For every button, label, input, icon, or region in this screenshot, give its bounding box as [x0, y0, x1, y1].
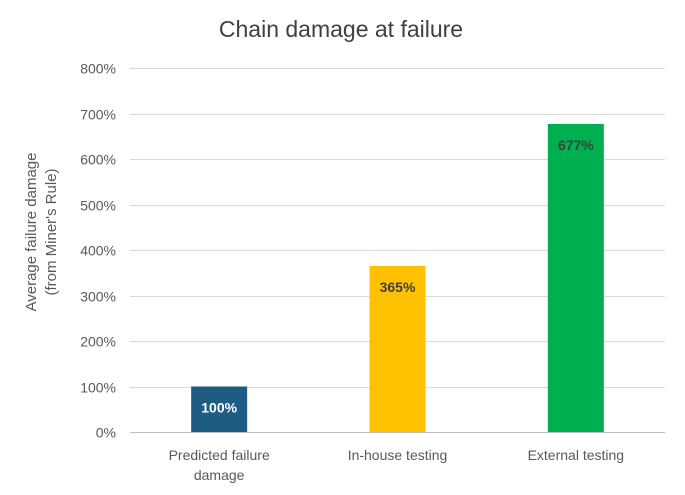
y-tick-label: 0%: [96, 425, 116, 441]
data-labels: 100% 365% 677%: [201, 137, 594, 416]
y-tick-label: 200%: [80, 334, 116, 350]
y-tick-label: 500%: [80, 198, 116, 214]
y-tick-label: 100%: [80, 380, 116, 396]
y-axis-title-line-2: (from Miner's Rule): [43, 168, 60, 295]
y-tick-label: 400%: [80, 243, 116, 259]
y-tick-label: 600%: [80, 152, 116, 168]
x-category-label: External testing: [528, 447, 625, 463]
y-axis-title: Average failure damage (from Miner's Rul…: [23, 153, 60, 312]
bar: [547, 123, 604, 432]
x-category-label: In-house testing: [348, 447, 448, 463]
data-label: 100%: [201, 400, 237, 416]
y-tick-label: 300%: [80, 289, 116, 305]
bars: [191, 123, 604, 432]
chart-title: Chain damage at failure: [219, 16, 463, 42]
y-axis-ticks: 0% 100% 200% 300% 400% 500% 600% 700% 800%: [80, 61, 116, 441]
bar: [369, 265, 426, 432]
y-tick-label: 800%: [80, 61, 116, 77]
y-axis-title-line-1: Average failure damage: [23, 153, 40, 312]
x-category-label: Predicted failure: [169, 447, 270, 463]
bar: [191, 386, 248, 432]
x-category-label: damage: [194, 467, 245, 483]
data-label: 365%: [380, 279, 416, 295]
y-tick-label: 700%: [80, 107, 116, 123]
x-axis-categories: Predicted failure damage In-house testing E…: [169, 447, 625, 483]
data-label: 677%: [558, 137, 594, 153]
